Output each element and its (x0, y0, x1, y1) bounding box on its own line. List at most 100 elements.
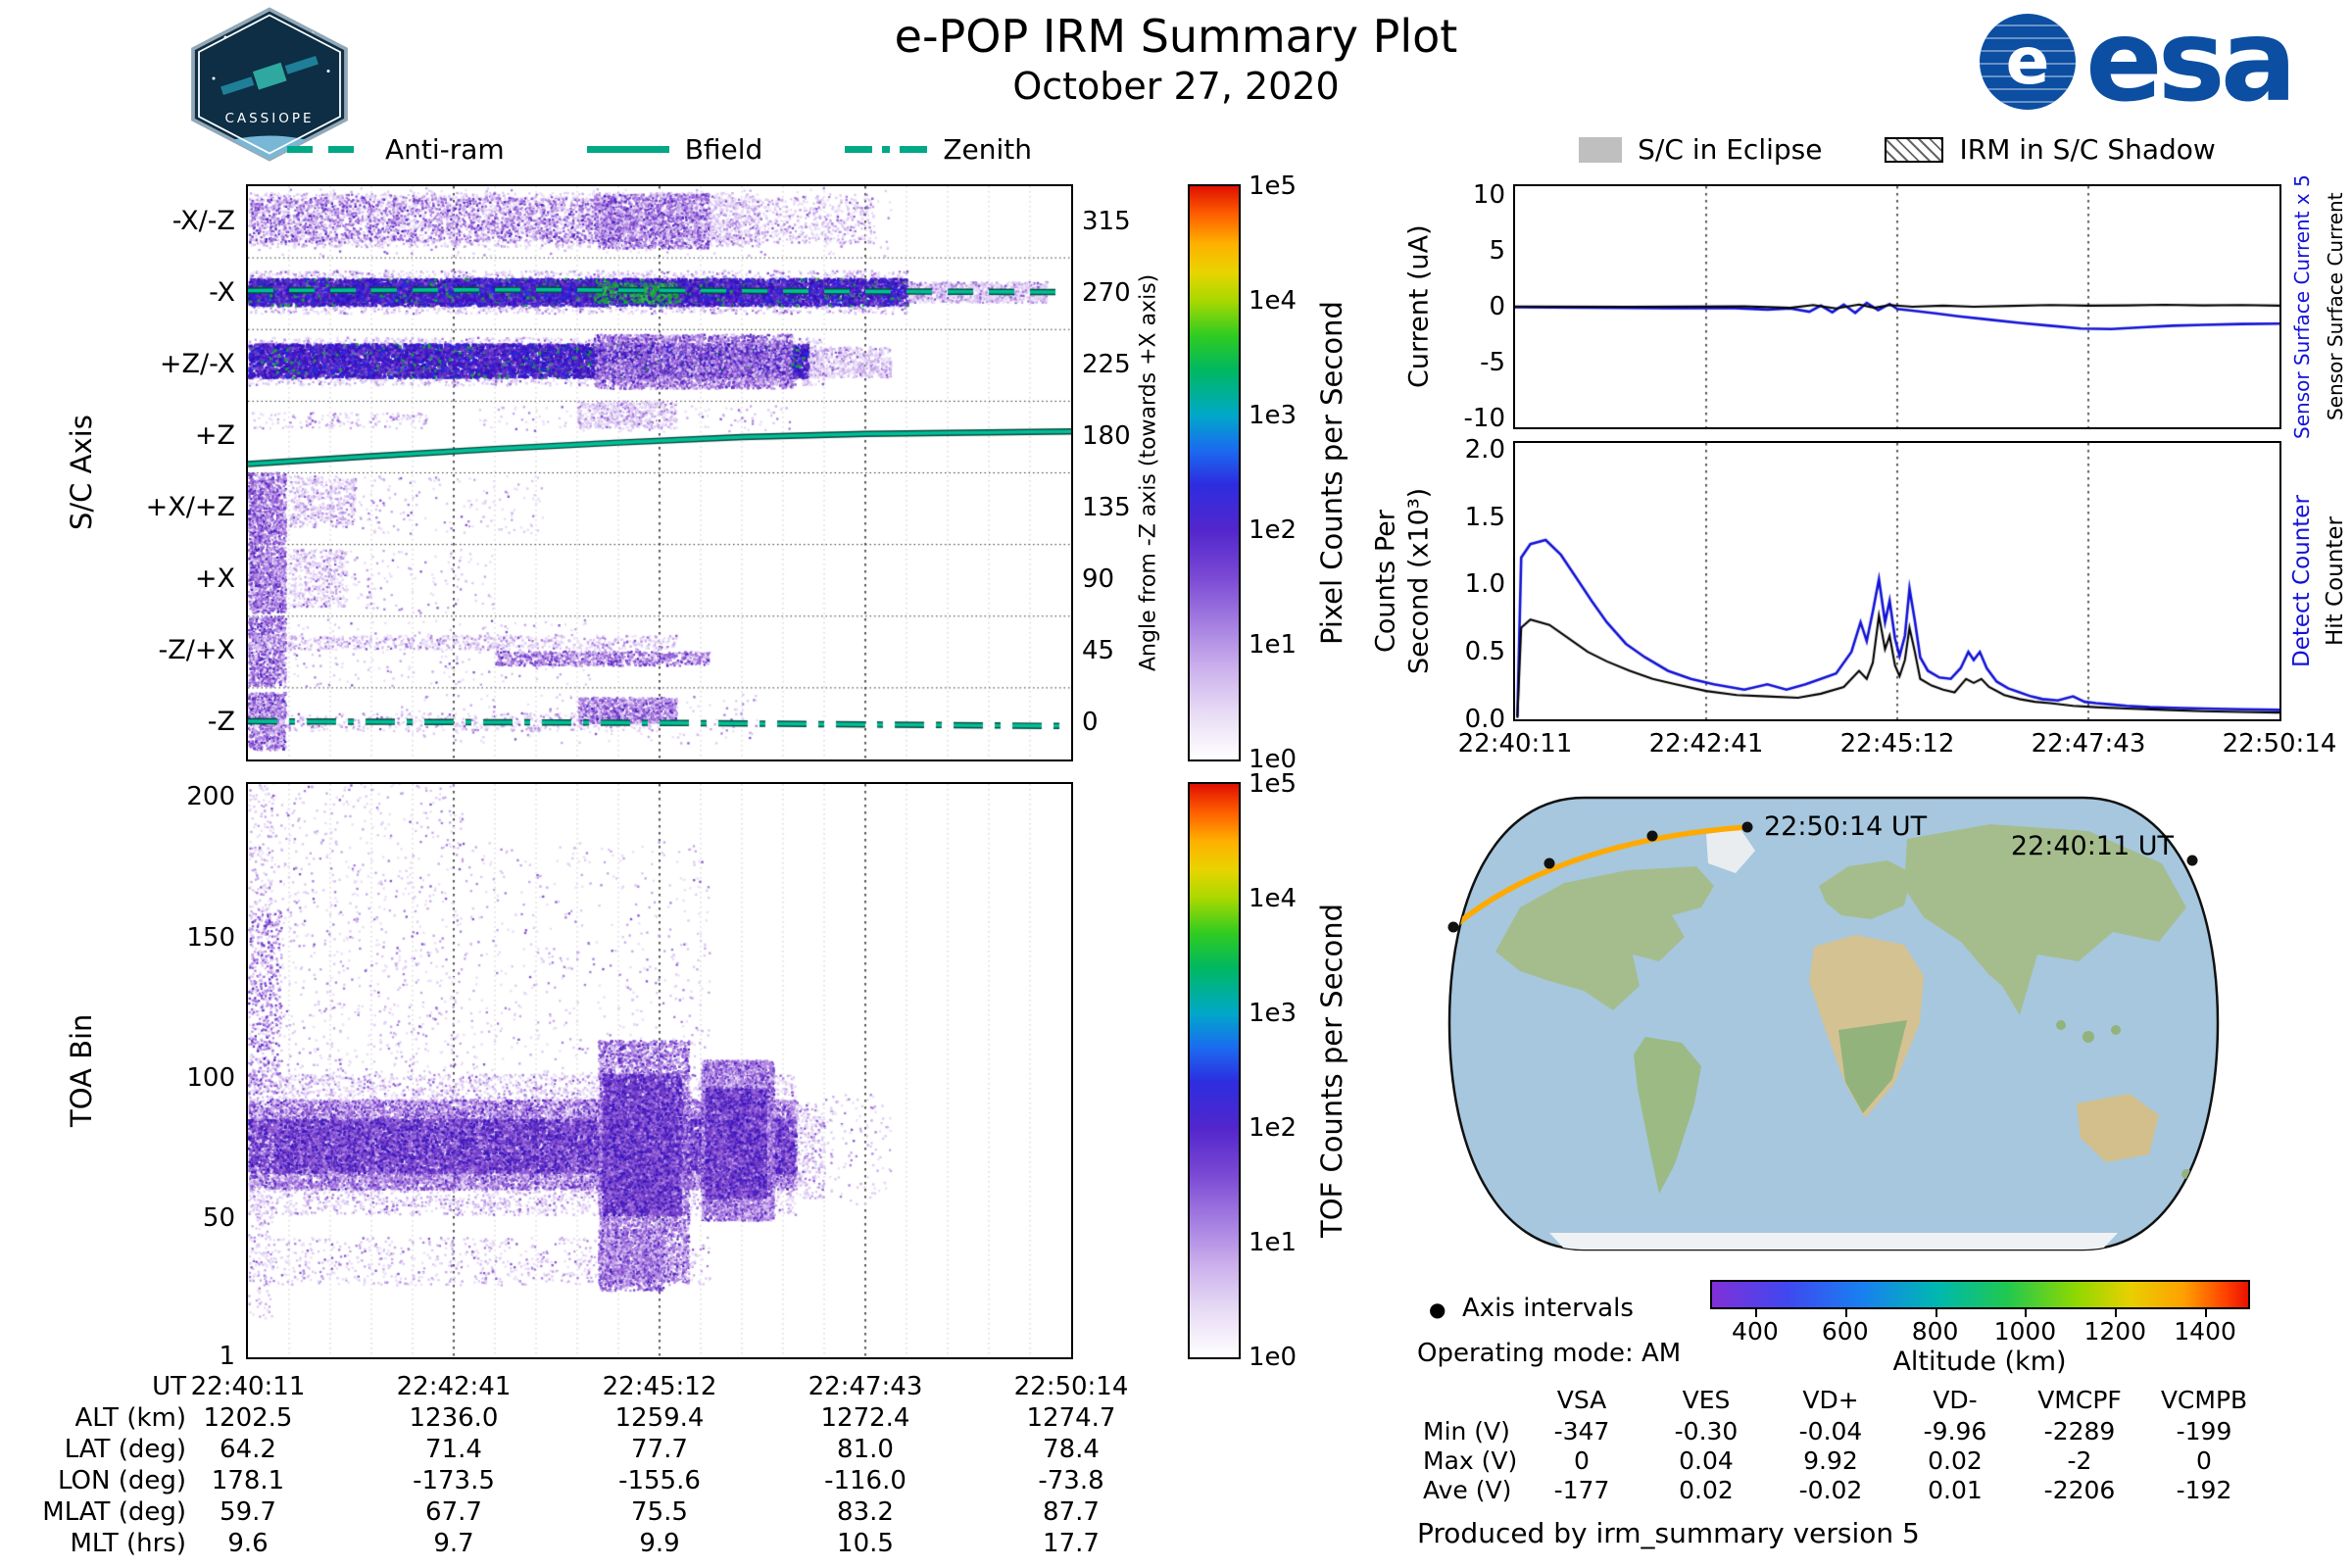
legend-item-antiram: Anti-ram (286, 133, 505, 166)
voltage-value: -2289 (2043, 1417, 2116, 1446)
counts-ylabel-line2: Second (x10³) (1403, 487, 1435, 675)
tof-cbar-tick: 1e4 (1249, 884, 1298, 913)
tof-cbar-tick: 1e0 (1249, 1343, 1298, 1372)
ephemeris-row-label: MLT (hrs) (70, 1529, 187, 1558)
eclipse-swatch (1579, 136, 1623, 163)
ephemeris-row-label: LON (deg) (57, 1466, 186, 1495)
sensor-surface-current-x5-label: Sensor Surface Current x 5 (2290, 174, 2314, 439)
detect-counter-label: Detect Counter (2289, 495, 2315, 667)
ephemeris-value: 1259.4 (614, 1403, 705, 1433)
tof-colorbar (1188, 782, 1241, 1359)
tof-cbar-tick: 1e3 (1249, 999, 1298, 1028)
ephemeris-value: 1202.5 (203, 1403, 293, 1433)
ephemeris-value: 1236.0 (409, 1403, 499, 1433)
voltage-col-header: VES (1682, 1386, 1731, 1414)
ephemeris-value: 1272.4 (820, 1403, 910, 1433)
ephemeris-value: 87.7 (1043, 1497, 1100, 1527)
patch-mission-name: CASSIOPE (224, 111, 314, 126)
ephemeris-value: 9.9 (639, 1529, 680, 1558)
sc-axis-category: -Z (207, 707, 235, 738)
voltage-value: 9.92 (1803, 1446, 1858, 1475)
voltage-value: -2 (2067, 1446, 2092, 1475)
ephemeris-value: 22:42:41 (396, 1372, 512, 1401)
toa-tick: 1 (219, 1342, 235, 1371)
voltage-col-header: VSA (1556, 1386, 1607, 1414)
altitude-colorbar (1710, 1280, 2250, 1309)
toa-spectrogram-plot (246, 782, 1073, 1359)
legend-item-eclipse: S/C in Eclipse (1579, 133, 1822, 166)
ephemeris-value: 10.5 (837, 1529, 894, 1558)
altitude-tick-mark (2025, 1309, 2028, 1317)
zenith-label: Zenith (943, 133, 1032, 166)
zenith-line-sample (845, 146, 928, 153)
voltage-col-header: VD+ (1802, 1386, 1859, 1414)
counts-xtick: 22:47:43 (2031, 729, 2146, 759)
toa-tick: 150 (186, 922, 235, 953)
antiram-line-sample (286, 146, 369, 153)
pixel-cbar-tick: 1e0 (1249, 745, 1298, 774)
pixel-cbar-tick: 1e5 (1249, 172, 1298, 201)
pixel-cbar-tick: 1e2 (1249, 515, 1298, 545)
counts-ylabel-line1: Counts Per (1370, 510, 1401, 653)
sc-axis-ylabel: S/C Axis (65, 415, 98, 531)
ephemeris-value: 178.1 (211, 1466, 285, 1495)
counts-xtick: 22:50:14 (2222, 729, 2337, 759)
pixel-cbar-tick: 1e3 (1249, 401, 1298, 430)
voltage-value: -2206 (2043, 1476, 2116, 1504)
altitude-tick-mark (1844, 1309, 1847, 1317)
altitude-tick: 400 (1732, 1317, 1779, 1346)
axis-intervals-label: Axis intervals (1461, 1294, 1634, 1323)
ephemeris-row-label: ALT (km) (74, 1403, 186, 1433)
ephemeris-value: 1274.7 (1026, 1403, 1116, 1433)
altitude-colorbar-label: Altitude (km) (1892, 1347, 2067, 1377)
voltage-value: -199 (2176, 1417, 2232, 1446)
operating-mode: Operating mode: AM (1417, 1339, 1682, 1368)
voltage-value: -9.96 (1923, 1417, 1987, 1446)
voltage-col-header: VCMPB (2160, 1386, 2248, 1414)
voltage-value: 0 (2196, 1446, 2212, 1475)
voltage-value: 0.04 (1679, 1446, 1734, 1475)
counts-xtick: 22:45:12 (1839, 729, 1955, 759)
tof-cbar-tick: 1e1 (1249, 1228, 1298, 1257)
orbit-start-dot (2186, 855, 2198, 866)
angle-axis-label: Angle from -Z axis (towards +X axis) (1136, 273, 1161, 672)
esa-logo: e esa (1980, 5, 2297, 118)
legend-item-shadow: IRM in S/C Shadow (1885, 133, 2216, 166)
ephemeris-value: 83.2 (837, 1497, 894, 1527)
antiram-label: Anti-ram (384, 133, 505, 166)
legend-item-zenith: Zenith (845, 133, 1032, 166)
toa-spectrogram-canvas (248, 784, 1071, 1357)
voltage-value: -347 (1553, 1417, 1610, 1446)
axis-spectrogram-canvas (248, 186, 1071, 760)
sc-axis-category: +Z (194, 419, 235, 451)
toa-tick: 200 (186, 782, 235, 812)
ephemeris-value: 78.4 (1043, 1435, 1100, 1464)
sc-axis-category: -Z/+X (158, 635, 235, 666)
orbit-end-time-label: 22:50:14 UT (1764, 811, 1928, 842)
bfield-line-sample (586, 146, 669, 153)
ephemeris-value: 9.6 (227, 1529, 269, 1558)
ephemeris-value: 71.4 (425, 1435, 482, 1464)
shadow-label: IRM in S/C Shadow (1959, 133, 2216, 166)
ephemeris-value: -155.6 (618, 1466, 701, 1495)
toa-tick: 50 (202, 1203, 235, 1234)
voltage-value: 0.02 (1928, 1446, 1983, 1475)
voltage-value: -0.30 (1674, 1417, 1739, 1446)
altitude-tick: 1000 (1993, 1317, 2057, 1346)
ephemeris-value: 59.7 (220, 1497, 276, 1527)
ephemeris-value: -173.5 (413, 1466, 495, 1495)
voltage-col-header: VD- (1933, 1386, 1978, 1414)
sc-axis-category: -X/-Z (172, 205, 235, 236)
counts-xtick: 22:42:41 (1648, 729, 1764, 759)
altitude-tick-mark (1754, 1309, 1757, 1317)
shadow-hatch-swatch (1885, 136, 1944, 163)
current-plot (1513, 184, 2281, 429)
voltage-row-label: Min (V) (1423, 1417, 1510, 1446)
voltage-value: -177 (1553, 1476, 1610, 1504)
altitude-tick-mark (1935, 1309, 1937, 1317)
voltage-row-label: Max (V) (1423, 1446, 1518, 1475)
sc-axis-category: +Z/-X (159, 348, 235, 379)
ephemeris-value: 9.7 (433, 1529, 474, 1558)
voltage-value: -192 (2176, 1476, 2232, 1504)
sensor-surface-current-label: Sensor Surface Current (2324, 192, 2347, 421)
